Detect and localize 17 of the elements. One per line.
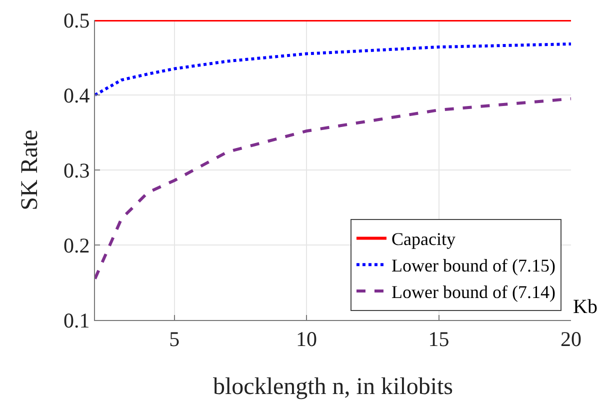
y-tick-label: 0.4 — [64, 83, 90, 108]
x-tick-label: 15 — [428, 327, 450, 352]
y-axis-title: SK Rate — [17, 130, 43, 210]
x-tick-label: 20 — [560, 327, 582, 352]
x-axis-title: blocklength n, in kilobits — [213, 374, 453, 400]
x-tick-label: 5 — [169, 327, 180, 352]
y-tick-label: 0.1 — [64, 308, 90, 332]
line-series — [95, 42, 571, 96]
legend-label: Capacity — [391, 229, 456, 250]
legend-label: Lower bound of (7.15) — [391, 256, 556, 276]
y-tick-label: 0.5 — [64, 8, 90, 32]
y-tick-label: 0.2 — [64, 233, 90, 258]
text: Kb — [573, 296, 598, 318]
x-tick-label: 10 — [296, 327, 318, 352]
legend-label: Lower bound of (7.14) — [391, 282, 556, 302]
line-series — [95, 97, 571, 280]
y-tick-label: 0.3 — [64, 158, 90, 182]
